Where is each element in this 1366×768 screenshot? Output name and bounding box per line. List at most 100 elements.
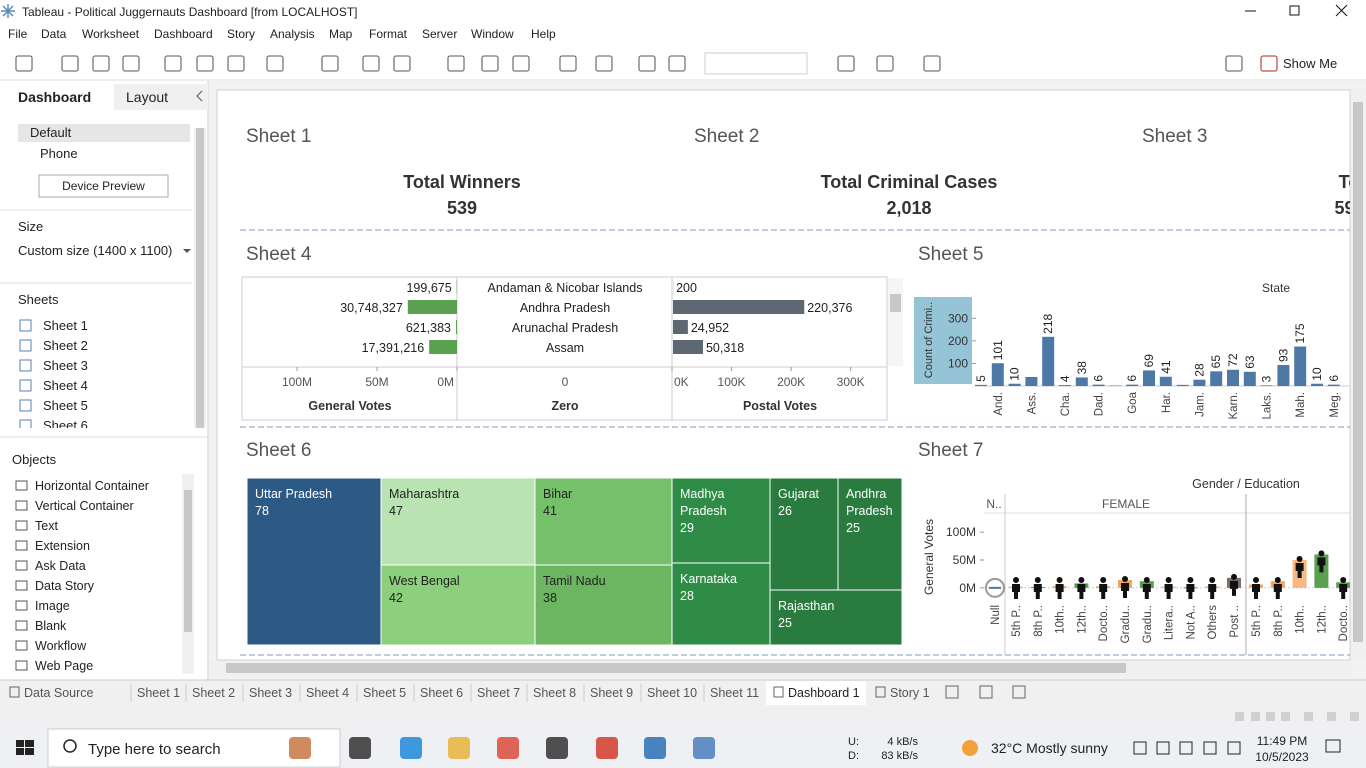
- object-item[interactable]: Extension: [35, 539, 90, 553]
- status-icon: [1281, 712, 1290, 721]
- device-preview[interactable]: Device Preview: [62, 179, 145, 193]
- toolbar-icon: [196, 55, 214, 72]
- sheet-tab[interactable]: Sheet 5: [363, 686, 406, 700]
- x-tick-label: 0: [562, 375, 569, 389]
- sheet-tab[interactable]: Dashboard 1: [788, 686, 860, 700]
- kpi-label: Total Winners: [403, 172, 521, 192]
- bar: [1092, 384, 1105, 386]
- sheet-tab[interactable]: Sheet 7: [477, 686, 520, 700]
- cell-value: 42: [389, 591, 403, 605]
- menu-item[interactable]: Data: [41, 27, 67, 41]
- object-item[interactable]: Ask Data: [35, 559, 86, 573]
- object-item[interactable]: Text: [35, 519, 58, 533]
- person-head: [1122, 576, 1128, 583]
- menu-item[interactable]: Map: [329, 27, 353, 41]
- menu-item[interactable]: Window: [471, 27, 514, 41]
- sheet-item[interactable]: Sheet 6: [43, 418, 88, 433]
- toolbar-icon: [595, 55, 613, 72]
- menu-item[interactable]: Story: [227, 27, 255, 41]
- person-body: [1164, 584, 1173, 599]
- treemap-cell: [380, 564, 536, 646]
- menu-item[interactable]: File: [8, 27, 28, 41]
- menu-item[interactable]: Worksheet: [82, 27, 140, 41]
- cell-label-line: Andhra: [846, 487, 886, 501]
- status-icon: [1266, 712, 1275, 721]
- object-item[interactable]: Image: [35, 599, 70, 613]
- toolbar-icon: [15, 55, 33, 72]
- x-tick-label: Cha.: [1060, 392, 1072, 416]
- bar: [1075, 377, 1088, 386]
- x-tick-label: Meg.: [1329, 392, 1341, 418]
- x-tick-label: 200K: [777, 375, 805, 389]
- panel-tab[interactable]: Layout: [126, 89, 168, 105]
- person-body: [1295, 563, 1304, 578]
- close[interactable]: [1335, 4, 1348, 17]
- show-me[interactable]: Show Me: [1283, 56, 1337, 71]
- status-icon: [1327, 712, 1336, 721]
- sheet-tab[interactable]: Sheet 11: [710, 686, 759, 700]
- sheet-icon: [19, 319, 32, 332]
- menu-item[interactable]: Help: [531, 27, 556, 41]
- object-item[interactable]: Horizontal Container: [35, 479, 149, 493]
- cell-label-line: Madhya: [680, 487, 725, 501]
- data-label: 28: [1192, 363, 1206, 377]
- data-label: 6: [1327, 375, 1341, 382]
- object-item[interactable]: Vertical Container: [35, 499, 134, 513]
- treemap-cell: [534, 564, 673, 646]
- bar: [1227, 369, 1239, 386]
- menu-item[interactable]: Server: [422, 27, 457, 41]
- x-tick-label: 100M: [282, 375, 312, 389]
- sheet-item[interactable]: Sheet 2: [43, 338, 88, 353]
- object-icon: [15, 600, 28, 611]
- state-label: Andhra Pradesh: [520, 301, 610, 315]
- cell-value: 28: [680, 589, 694, 603]
- menu-item[interactable]: Analysis: [270, 27, 315, 41]
- sheet-item[interactable]: Sheet 4: [43, 378, 88, 393]
- menu-item[interactable]: Format: [369, 27, 408, 41]
- cell-label: Karnataka: [680, 572, 737, 586]
- bar: [1042, 336, 1055, 386]
- object-item[interactable]: Workflow: [35, 639, 87, 653]
- bar: [1210, 371, 1223, 386]
- sheet-item[interactable]: Sheet 1: [43, 318, 88, 333]
- null-marker: [985, 577, 1005, 598]
- sheet-tab[interactable]: Sheet 3: [249, 686, 292, 700]
- device[interactable]: Default: [30, 125, 72, 140]
- data-label: 72: [1226, 353, 1240, 367]
- scrollbar: [888, 278, 903, 366]
- x-tick-label: 5th P..: [1011, 605, 1023, 637]
- person-head: [1100, 577, 1107, 583]
- sheet-tab[interactable]: Sheet 8: [533, 686, 576, 700]
- menu-item[interactable]: Dashboard: [154, 27, 213, 41]
- sheet-item[interactable]: Sheet 5: [43, 398, 88, 413]
- sheet-tab[interactable]: Sheet 10: [647, 686, 697, 700]
- pane-header: N..: [986, 497, 1001, 511]
- sheet-tab[interactable]: Sheet 1: [137, 686, 180, 700]
- sheet-tab[interactable]: Sheet 9: [590, 686, 633, 700]
- data-label: 30,748,327: [340, 301, 403, 315]
- sheet-tab[interactable]: Sheet 6: [420, 686, 463, 700]
- sheet-tab[interactable]: Data Source: [24, 686, 94, 700]
- panel-tab[interactable]: Dashboard: [18, 89, 91, 105]
- sheet-tab[interactable]: Sheet 2: [192, 686, 235, 700]
- fit-dropdown: [704, 52, 808, 75]
- object-item[interactable]: Data Story: [35, 579, 95, 593]
- person-body: [1273, 584, 1282, 599]
- kpi-value: 539: [447, 198, 477, 218]
- treemap-cell: [769, 477, 839, 591]
- size-select[interactable]: Custom size (1400 x 1100): [18, 243, 172, 258]
- sheet-item[interactable]: Sheet 3: [43, 358, 88, 373]
- sheet-tab[interactable]: Sheet 4: [306, 686, 349, 700]
- object-item[interactable]: Web Page: [35, 659, 93, 673]
- axis-title: Zero: [551, 399, 578, 413]
- treemap-cell: [380, 477, 536, 566]
- dashboard: Sheet 1 Total Winners 539 Sheet 2 Total Crim…: [240, 126, 1350, 656]
- status-icon: [1350, 712, 1359, 721]
- cell-value: 29: [680, 521, 694, 535]
- y-axis-title: General Votes: [922, 519, 936, 595]
- sheet-tab[interactable]: Story 1: [890, 686, 930, 700]
- x-tick-label: Post ..: [1229, 605, 1241, 638]
- object-item[interactable]: Blank: [35, 619, 67, 633]
- device[interactable]: Phone: [40, 146, 78, 161]
- search-placeholder[interactable]: Type here to search: [88, 741, 221, 758]
